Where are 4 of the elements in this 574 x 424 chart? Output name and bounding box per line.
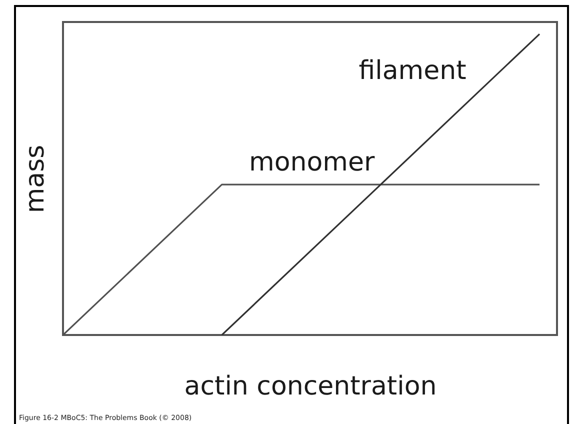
y-axis-title: mass — [20, 144, 50, 214]
series-label: monomer — [249, 148, 375, 178]
x-axis-title: actin concentration — [184, 372, 437, 402]
series-label: filament — [358, 56, 466, 86]
